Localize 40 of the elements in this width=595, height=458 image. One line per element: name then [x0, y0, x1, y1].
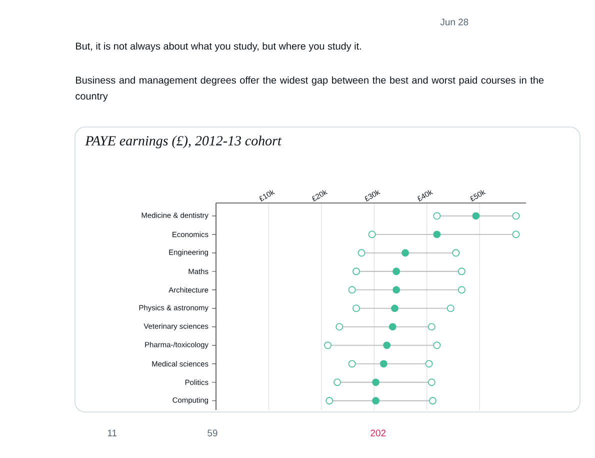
point	[458, 268, 466, 276]
point	[383, 342, 391, 349]
text: Jun 28	[440, 18, 468, 26]
point	[372, 378, 380, 386]
point	[428, 397, 436, 404]
point	[336, 323, 344, 331]
point	[358, 249, 366, 257]
point	[372, 397, 380, 404]
point	[391, 304, 398, 312]
point	[458, 286, 466, 294]
point	[392, 286, 400, 294]
point	[428, 323, 436, 331]
point	[433, 342, 441, 349]
point	[388, 323, 396, 331]
point	[452, 249, 460, 257]
point	[352, 304, 360, 312]
point	[326, 397, 334, 404]
point	[380, 360, 388, 368]
point	[368, 230, 376, 238]
point	[472, 212, 480, 220]
point	[392, 268, 400, 276]
point	[512, 230, 520, 238]
text: But, it is not always about what you study, but where you study it.	[76, 42, 361, 52]
point	[348, 286, 356, 294]
text: 11	[108, 430, 117, 436]
point	[433, 230, 441, 238]
point	[433, 212, 441, 220]
point	[425, 360, 433, 368]
point	[512, 212, 520, 220]
text: 202	[370, 430, 386, 436]
text: Business and management degrees offer the widest gap between the best and worst paid courses in the country	[76, 76, 544, 102]
point	[348, 360, 356, 368]
text: 59	[208, 430, 218, 436]
point	[402, 249, 409, 257]
chart-title: PAYE earnings (£), 2012-13 cohort	[85, 136, 282, 148]
point	[324, 342, 332, 349]
point	[352, 268, 360, 276]
point	[446, 304, 454, 312]
point	[428, 378, 436, 386]
point	[334, 378, 341, 386]
